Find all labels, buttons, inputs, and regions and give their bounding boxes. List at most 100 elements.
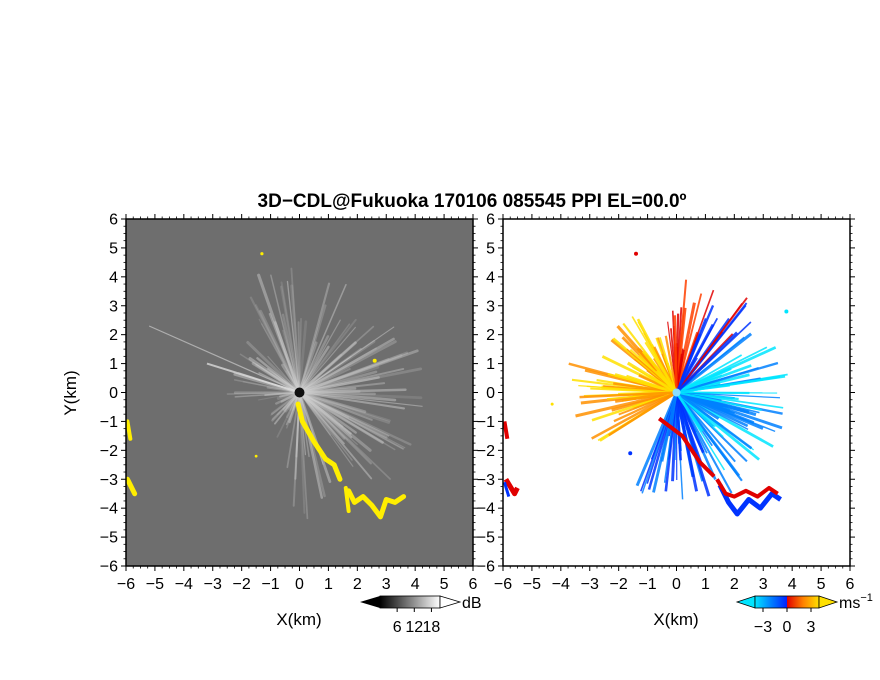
y-tick-label: −5 xyxy=(477,530,495,547)
x-tick-label: 0 xyxy=(672,576,681,593)
velocity-colorbar-unit-base: ms xyxy=(839,595,860,612)
reflectivity-ray xyxy=(290,284,302,395)
x-tick-label: −3 xyxy=(204,576,222,593)
reflectivity-panel: −6 −5 −4 −3 −2 −1 0 1 2 3 4 5 6 6 5 4 3 2 1 0 −1 −2 −3 −4 −5 −6 X… xyxy=(100,212,478,629)
velocity-ray xyxy=(675,357,698,393)
velocity-ray xyxy=(676,336,745,394)
reflectivity-ray xyxy=(297,353,403,395)
reflectivity-ray xyxy=(242,381,301,394)
y-tick-label: 2 xyxy=(109,327,118,344)
x-tick-label: 5 xyxy=(440,576,449,593)
y-tick-label: 4 xyxy=(486,269,495,286)
x-tick-label: −1 xyxy=(261,576,279,593)
x-tick-label: 2 xyxy=(353,576,362,593)
reflectivity-ray xyxy=(298,391,324,499)
reflectivity-ray xyxy=(281,313,301,394)
velocity-colorbar-unit-exponent: −1 xyxy=(860,592,873,604)
reflectivity-ray xyxy=(258,391,301,401)
radar-center xyxy=(672,388,681,397)
reflectivity-ray xyxy=(298,347,377,394)
reflectivity-ray xyxy=(298,341,318,394)
y-tick-label: −3 xyxy=(477,472,495,489)
y-tick-label: 5 xyxy=(486,240,495,257)
velocity-echo xyxy=(657,416,716,478)
velocity-ray xyxy=(675,391,705,454)
y-tick-label: −4 xyxy=(477,501,495,518)
velocity-ray xyxy=(676,391,749,430)
reflectivity-ray xyxy=(298,391,376,396)
db-colorbar-min-arrow xyxy=(360,596,380,608)
y-tick-label: −3 xyxy=(100,472,118,489)
velocity-ray xyxy=(675,392,682,461)
reflectivity-ray xyxy=(298,391,353,439)
reflectivity-ray xyxy=(298,391,390,437)
reflectivity-ray xyxy=(254,304,301,394)
reflectivity-ray xyxy=(298,391,391,480)
db-colorbar-max-arrow xyxy=(439,595,462,609)
y-tick-label: 6 xyxy=(486,212,495,229)
velocity-ticks: −6 −5 −4 −3 −2 −1 0 1 2 3 4 5 6 6 5 4 3 2 1 0 −1 −2 −3 −4 −5 −6 xyxy=(477,212,855,593)
x-tick-label: −6 xyxy=(117,576,135,593)
reflectivity-ray xyxy=(148,325,300,394)
reflectivity-ray xyxy=(298,326,356,394)
yellow-echo-dot xyxy=(254,454,258,458)
velocity-ray xyxy=(676,391,736,415)
velocity-ray xyxy=(675,331,738,394)
velocity-colorbar: ms−1 −3 0 3 xyxy=(735,592,873,636)
reflectivity-ray xyxy=(248,357,302,395)
reflectivity-ray xyxy=(298,320,308,394)
velocity-echo xyxy=(503,481,511,498)
reflectivity-ray xyxy=(274,391,301,425)
y-tick-label: 2 xyxy=(486,327,495,344)
x-tick-label: 6 xyxy=(846,576,855,593)
reflectivity-ray xyxy=(298,340,397,394)
y-tick-label: −5 xyxy=(100,530,118,547)
reflectivity-ray xyxy=(298,325,375,394)
reflectivity-ray xyxy=(298,391,345,445)
radar-center xyxy=(294,387,305,398)
x-tick-label: −2 xyxy=(233,576,251,593)
velocity-ray xyxy=(664,335,678,393)
reflectivity-ray xyxy=(206,362,300,394)
velocity-ray xyxy=(676,374,723,394)
x-tick-label: −4 xyxy=(552,576,570,593)
reflectivity-ray xyxy=(298,391,372,465)
y-tick-label: 0 xyxy=(109,385,118,402)
reflectivity-ray xyxy=(298,376,380,394)
velocity-echo-dot xyxy=(784,309,789,314)
reflectivity-ray xyxy=(276,391,301,416)
velocity-echo-dot xyxy=(550,402,554,406)
reflectivity-ray xyxy=(298,318,357,394)
reflectivity-ray xyxy=(298,365,380,394)
y-tick-label: −2 xyxy=(100,443,118,460)
reflectivity-rays xyxy=(148,267,423,520)
y-tick-label: 1 xyxy=(109,356,118,373)
reflectivity-ray xyxy=(298,391,404,450)
reflectivity-ray xyxy=(298,391,346,440)
yellow-echo xyxy=(126,419,133,441)
y-tick-label: 3 xyxy=(486,298,495,315)
reflectivity-ray xyxy=(298,391,406,410)
velocity-echo xyxy=(715,478,779,499)
x-tick-label: −1 xyxy=(638,576,656,593)
reflectivity-ray xyxy=(298,391,373,421)
reflectivity-ray xyxy=(298,335,330,394)
velocity-ray xyxy=(676,375,786,394)
y-tick-label: −1 xyxy=(477,414,495,431)
velocity-colorbar-gradient xyxy=(754,595,820,609)
reflectivity-ray xyxy=(298,391,352,435)
velocity-ray xyxy=(676,361,779,394)
reflectivity-ray xyxy=(298,283,347,394)
x-tick-label: 2 xyxy=(730,576,739,593)
colorbar-tick-label: 3 xyxy=(807,619,816,636)
reflectivity-ray xyxy=(234,391,301,398)
y-tick-label: −4 xyxy=(100,501,118,518)
velocity-ray xyxy=(618,391,677,416)
reflectivity-ray xyxy=(282,329,301,394)
reflectivity-ray xyxy=(239,353,301,394)
reflectivity-ray xyxy=(276,391,301,438)
reflectivity-ray xyxy=(298,368,351,394)
x-tick-label: 4 xyxy=(411,576,420,593)
velocity-ray xyxy=(641,392,678,494)
